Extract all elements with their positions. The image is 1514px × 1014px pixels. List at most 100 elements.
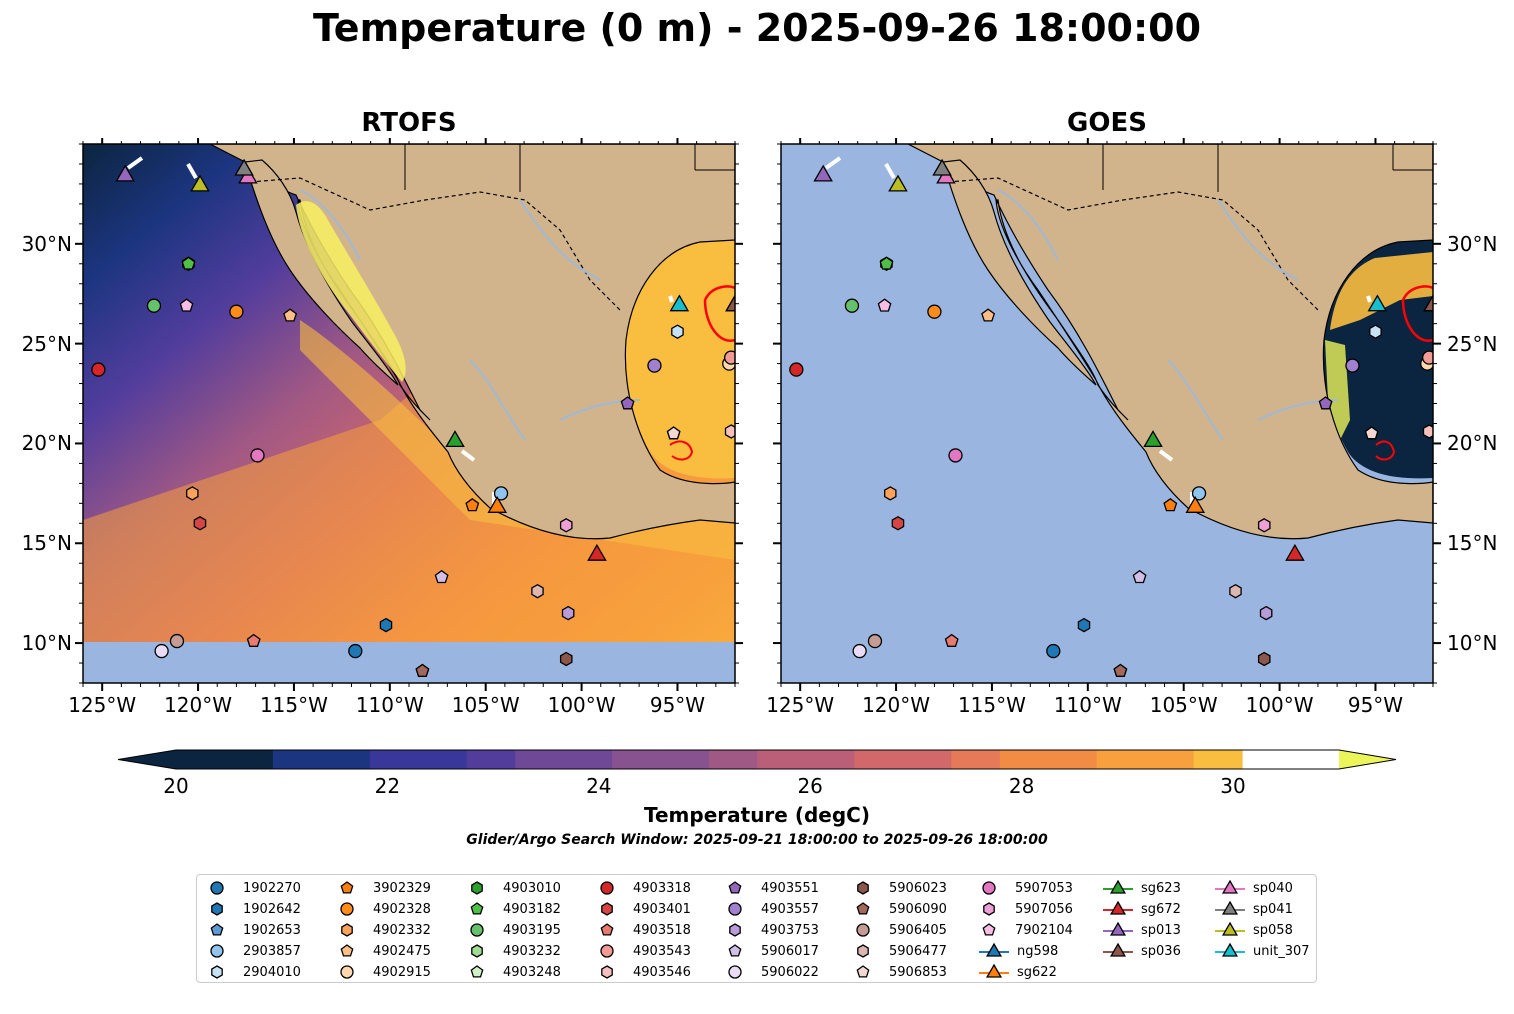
x-tick-label: 110°W (1053, 693, 1122, 717)
colorbar-segment (1096, 750, 1146, 769)
colorbar-segment (466, 750, 516, 769)
legend-label: sp040 (1253, 880, 1293, 896)
legend-item-sp013: sp013 (1103, 920, 1181, 940)
map-ticks (75, 138, 1441, 691)
legend-item-ng598: ng598 (979, 941, 1058, 961)
legend-item-5906023: 5906023 (853, 878, 947, 898)
legend-marker-sp040 (1215, 879, 1245, 894)
rtofs-border (249, 177, 621, 311)
rtofs-gulf-of-mexico (623, 240, 735, 479)
goes-marker-5906477 (1229, 583, 1242, 599)
legend-label: 4903248 (503, 964, 561, 980)
legend-label: 4903401 (633, 901, 691, 917)
goes-marker-sg672 (1285, 543, 1305, 561)
legend-marker-sp013 (1103, 921, 1133, 936)
rtofs-marker-5906090 (415, 663, 430, 677)
legend-item-4903546: 4903546 (597, 962, 691, 982)
legend-label: 4903551 (761, 880, 819, 896)
goes-marker-5906017 (1132, 569, 1147, 584)
goes-contour (1401, 285, 1433, 343)
legend-marker-3902329 (340, 881, 354, 894)
rtofs-marker-4903401 (193, 516, 207, 531)
colorbar-segment (563, 750, 613, 769)
goes-marker-sp058 (888, 174, 908, 192)
goes-marker-2904010 (1369, 324, 1382, 339)
legend-label: sp058 (1253, 922, 1293, 938)
legend-label: 5906022 (761, 964, 819, 980)
legend-item-3902329: 3902329 (337, 878, 431, 898)
colorbar-segment (515, 750, 565, 769)
legend-marker-4903753 (729, 923, 741, 937)
x-tick-label: 95°W (1347, 693, 1404, 717)
x-tick-label: 105°W (451, 693, 520, 717)
rtofs-marker-5906022 (154, 643, 169, 659)
legend-item-4903557: 4903557 (725, 899, 819, 919)
legend-item-1902642: 1902642 (207, 899, 301, 919)
legend-label: 5906017 (761, 943, 819, 959)
legend-marker-4903318 (600, 881, 614, 895)
colorbar-segment (757, 750, 807, 769)
goes-marker-5907056 (1257, 518, 1271, 533)
legend-label: ng598 (1017, 943, 1059, 959)
legend-marker-7902104 (982, 923, 996, 936)
colorbar-label: Temperature (degC) (644, 803, 870, 827)
goes-marker-4903182 (879, 256, 894, 270)
rtofs-marker-5906023 (559, 651, 573, 667)
legend-marker-4902915 (340, 965, 354, 979)
legend-item-4902475: 4902475 (337, 941, 431, 961)
legend-marker-2904010 (211, 965, 223, 979)
goes-marker-sg623 (1143, 430, 1163, 448)
colorbar-segment (999, 750, 1049, 769)
legend-marker-4903010 (471, 881, 483, 895)
legend-item-unit_307: unit_307 (1215, 941, 1310, 961)
legend-label: 5907053 (1015, 880, 1073, 896)
rtofs-marker-4902475 (283, 308, 298, 322)
legend-marker-4903546 (601, 965, 613, 979)
legend-marker-5906023 (857, 881, 869, 895)
rtofs-marker-4903195 (146, 298, 162, 313)
rtofs-marker-4903518 (246, 633, 261, 647)
rtofs-state-lines (404, 144, 735, 192)
rtofs-marker-1902270 (348, 643, 363, 659)
colorbar-segment (612, 750, 662, 769)
goes-marker-3902329 (1163, 497, 1178, 512)
rtofs-marker-5906017 (434, 569, 449, 584)
legend-marker-5907053 (982, 881, 996, 895)
legend-marker-4903232 (471, 944, 483, 958)
rtofs-glider-tracks (126, 156, 674, 504)
legend-item-7902104: 7902104 (979, 920, 1073, 940)
legend-label: 4902915 (373, 964, 431, 980)
goes-marker-5906022 (852, 643, 867, 659)
legend-label: sp036 (1141, 943, 1181, 959)
x-tick-label: 115°W (957, 693, 1026, 717)
legend-marker-sg623 (1103, 879, 1133, 894)
colorbar-segment (418, 750, 468, 769)
legend-item-sg622: sg622 (979, 962, 1057, 982)
goes-marker-4902328 (927, 304, 942, 319)
legend-marker-4903518 (600, 923, 614, 936)
y-tick-label: 30°N (21, 231, 72, 256)
rtofs-marker-2903857 (493, 486, 509, 501)
legend-item-5907053: 5907053 (979, 878, 1073, 898)
legend-label: 1902270 (243, 880, 301, 896)
goes-marker-4903546 (1422, 424, 1433, 439)
y-tick-label: 10°N (21, 631, 72, 656)
rtofs-marker-4903546 (724, 424, 735, 439)
rtofs-loop-current-contour (703, 285, 735, 343)
colorbar-outline (117, 749, 1397, 770)
search-window-note: Glider/Argo Search Window: 2025-09-21 18… (466, 832, 1048, 848)
goes-marker-sp041 (932, 158, 952, 176)
legend-item-5906022: 5906022 (725, 962, 819, 982)
colorbar-segment (176, 750, 225, 769)
rtofs-map (83, 144, 735, 683)
legend-item-sp040: sp040 (1215, 878, 1293, 898)
legend-marker-1902642 (211, 902, 223, 916)
rtofs-marker-7902104 (179, 298, 194, 312)
goes-land (907, 144, 1433, 540)
rtofs-marker-4903753 (561, 605, 575, 621)
legend-marker-4903401 (601, 902, 613, 916)
colorbar-segment (709, 750, 758, 769)
goes-marker-4903543 (1422, 350, 1433, 365)
legend-label: 3902329 (373, 880, 431, 896)
goes-marker-4903551 (1318, 396, 1333, 410)
